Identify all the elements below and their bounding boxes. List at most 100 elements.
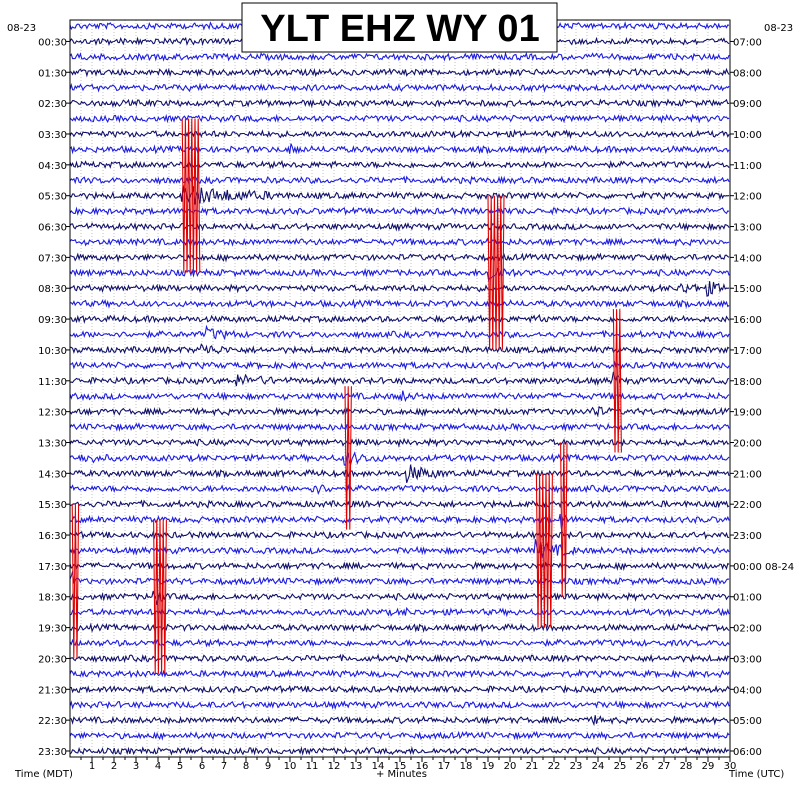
x-tick-label: 30 [724, 761, 737, 772]
trace-row [69, 184, 730, 205]
right-tick-label: 07:00 [733, 37, 762, 48]
clipped-events [71, 118, 622, 674]
left-tick-label: 08:30 [38, 284, 67, 295]
x-tick-label: 25 [614, 761, 627, 772]
clipped-signal [560, 442, 568, 597]
trace-row [69, 638, 730, 648]
right-tick-label: 09:00 [733, 99, 762, 110]
trace-row [69, 590, 730, 605]
right-tick-label: 15:00 [733, 284, 762, 295]
trace-row [69, 143, 730, 155]
x-tick-label: 3 [133, 761, 139, 772]
x-tick-label: 21 [526, 761, 539, 772]
x-tick-label: 4 [155, 761, 161, 772]
chart-title: YLT EHZ WY 01 [260, 8, 539, 50]
right-tick-label: 12:00 [733, 192, 762, 203]
left-tick-label: 16:30 [38, 531, 67, 542]
left-axis-label: Time (MDT) [14, 769, 73, 780]
trace-row [69, 560, 730, 572]
trace-row [69, 437, 730, 448]
left-tick-label: 04:30 [38, 161, 67, 172]
clipped-signal [612, 309, 622, 453]
right-tick-label: 17:00 [733, 346, 762, 357]
left-tick-label: 11:30 [38, 377, 67, 388]
left-tick-label: 17:30 [38, 562, 67, 573]
clipped-signal [344, 386, 352, 530]
trace-row [69, 653, 730, 664]
left-tick-label: 18:30 [38, 593, 67, 604]
trace-row [69, 700, 730, 710]
x-tick-label: 17 [438, 761, 451, 772]
trace-row [69, 622, 730, 633]
trace-row [69, 499, 730, 509]
right-tick-label: 06:00 [733, 747, 762, 758]
left-tick-label: 02:30 [38, 99, 67, 110]
x-tick-label: 14 [372, 761, 385, 772]
right-tick-label: 16:00 [733, 315, 762, 326]
left-tick-label: 22:30 [38, 716, 67, 727]
x-tick-label: 11 [306, 761, 319, 772]
right-tick-label: 20:00 [733, 438, 762, 449]
right-date-label: 08-23 [764, 23, 793, 34]
trace-row [69, 98, 730, 109]
x-axis-ticks: 1 2 3 4 5 6 7 8 9 10 11 12 13 14 15 16 17 18 19 20 21 22 23 24 2… [80, 757, 737, 772]
right-tick-label: 05:00 [733, 716, 762, 727]
trace-row [69, 451, 730, 466]
x-tick-label: 2 [111, 761, 117, 772]
trace-row [69, 237, 730, 247]
right-axis-ticks: 07:00 08:00 09:00 10:00 11:00 12:00 13:00 14:00… [730, 37, 794, 758]
left-tick-label: 10:30 [38, 346, 67, 357]
right-tick-label: 13:00 [733, 223, 762, 234]
left-date-label: 08-23 [7, 23, 36, 34]
left-tick-label: 14:30 [38, 469, 67, 480]
x-tick-label: 9 [265, 761, 271, 772]
left-tick-label: 07:30 [38, 253, 67, 264]
x-tick-label: 1 [89, 761, 95, 772]
right-tick-label: 18:00 [733, 377, 762, 388]
right-tick-label: 10:00 [733, 130, 762, 141]
x-tick-label: 19 [482, 761, 495, 772]
trace-row [69, 67, 730, 78]
left-tick-label: 20:30 [38, 654, 67, 665]
x-tick-label: 28 [680, 761, 693, 772]
x-tick-label: 24 [592, 761, 605, 772]
title-box [241, 2, 558, 53]
x-tick-label: 5 [177, 761, 183, 772]
right-tick-label: 19:00 [733, 408, 762, 419]
x-tick-label: 15 [394, 761, 407, 772]
clipped-signal [487, 195, 505, 350]
trace-row [69, 668, 730, 679]
trace-row [69, 252, 730, 263]
trace-row [69, 746, 730, 756]
right-tick-label: 00:00 08-24 [733, 562, 794, 573]
right-tick-label: 11:00 [733, 161, 762, 172]
clipped-signal [153, 519, 167, 674]
x-axis-label: + Minutes [376, 769, 427, 780]
trace-row [69, 159, 730, 170]
left-tick-label: 12:30 [38, 408, 67, 419]
trace-row [69, 464, 730, 483]
trace-row [69, 113, 730, 124]
left-tick-label: 19:30 [38, 624, 67, 635]
right-tick-label: 23:00 [733, 531, 762, 542]
trace-row [69, 513, 730, 529]
right-tick-label: 04:00 [733, 685, 762, 696]
trace-row [69, 221, 730, 232]
x-tick-label: 22 [548, 761, 561, 772]
left-axis-ticks: 00:30 01:30 02:30 03:30 04:30 05:30 06:30 07:30… [38, 37, 70, 758]
trace-row [70, 298, 730, 309]
left-tick-label: 06:30 [38, 223, 67, 234]
trace-row [69, 129, 730, 140]
right-tick-label: 21:00 [733, 469, 762, 480]
right-tick-label: 02:00 [733, 624, 762, 635]
left-tick-label: 03:30 [38, 130, 67, 141]
right-tick-label: 03:00 [733, 654, 762, 665]
left-tick-label: 21:30 [38, 685, 67, 696]
left-tick-label: 05:30 [38, 192, 67, 203]
x-tick-label: 13 [350, 761, 363, 772]
trace-row [69, 730, 730, 741]
x-tick-label: 12 [328, 761, 341, 772]
clipped-signal [181, 118, 201, 273]
right-tick-label: 08:00 [733, 68, 762, 79]
